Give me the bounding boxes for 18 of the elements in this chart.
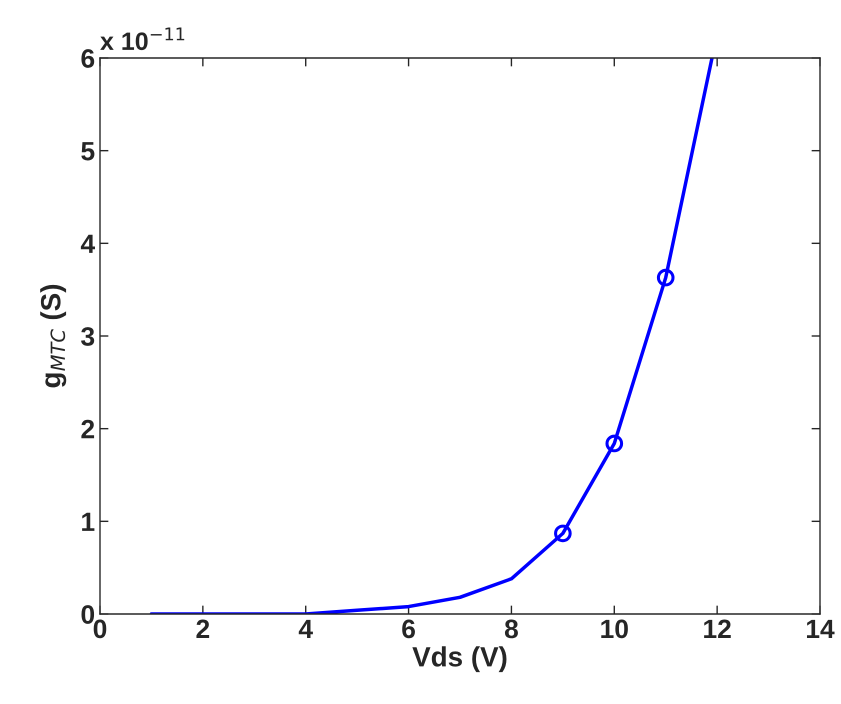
x-tick-label: 6 bbox=[402, 620, 415, 638]
x-tick-label: 2 bbox=[196, 620, 210, 638]
y-tick-label: 6 bbox=[81, 49, 94, 68]
x-tick-label: 14 bbox=[806, 620, 835, 638]
x-tick-label: 8 bbox=[504, 620, 518, 638]
x-tick-label: 0 bbox=[94, 620, 106, 638]
x-tick-label: 4 bbox=[298, 620, 313, 638]
y-tick-label: 2 bbox=[81, 420, 94, 438]
y-axis-title: g$_{MTC}$ (S) bbox=[40, 284, 66, 388]
x-axis-title: Vds (V) bbox=[412, 646, 506, 672]
y-tick-label: 4 bbox=[80, 234, 95, 253]
x-tick-label: 12 bbox=[704, 620, 731, 638]
x-tick-label: 10 bbox=[601, 620, 628, 638]
text: x 10$^{−11}$ bbox=[100, 28, 184, 50]
y-tick-label: 0 bbox=[82, 605, 94, 624]
y-tick-label: 1 bbox=[82, 512, 94, 531]
y-tick-label: 3 bbox=[81, 327, 94, 346]
y-tick-label: 5 bbox=[81, 142, 94, 160]
